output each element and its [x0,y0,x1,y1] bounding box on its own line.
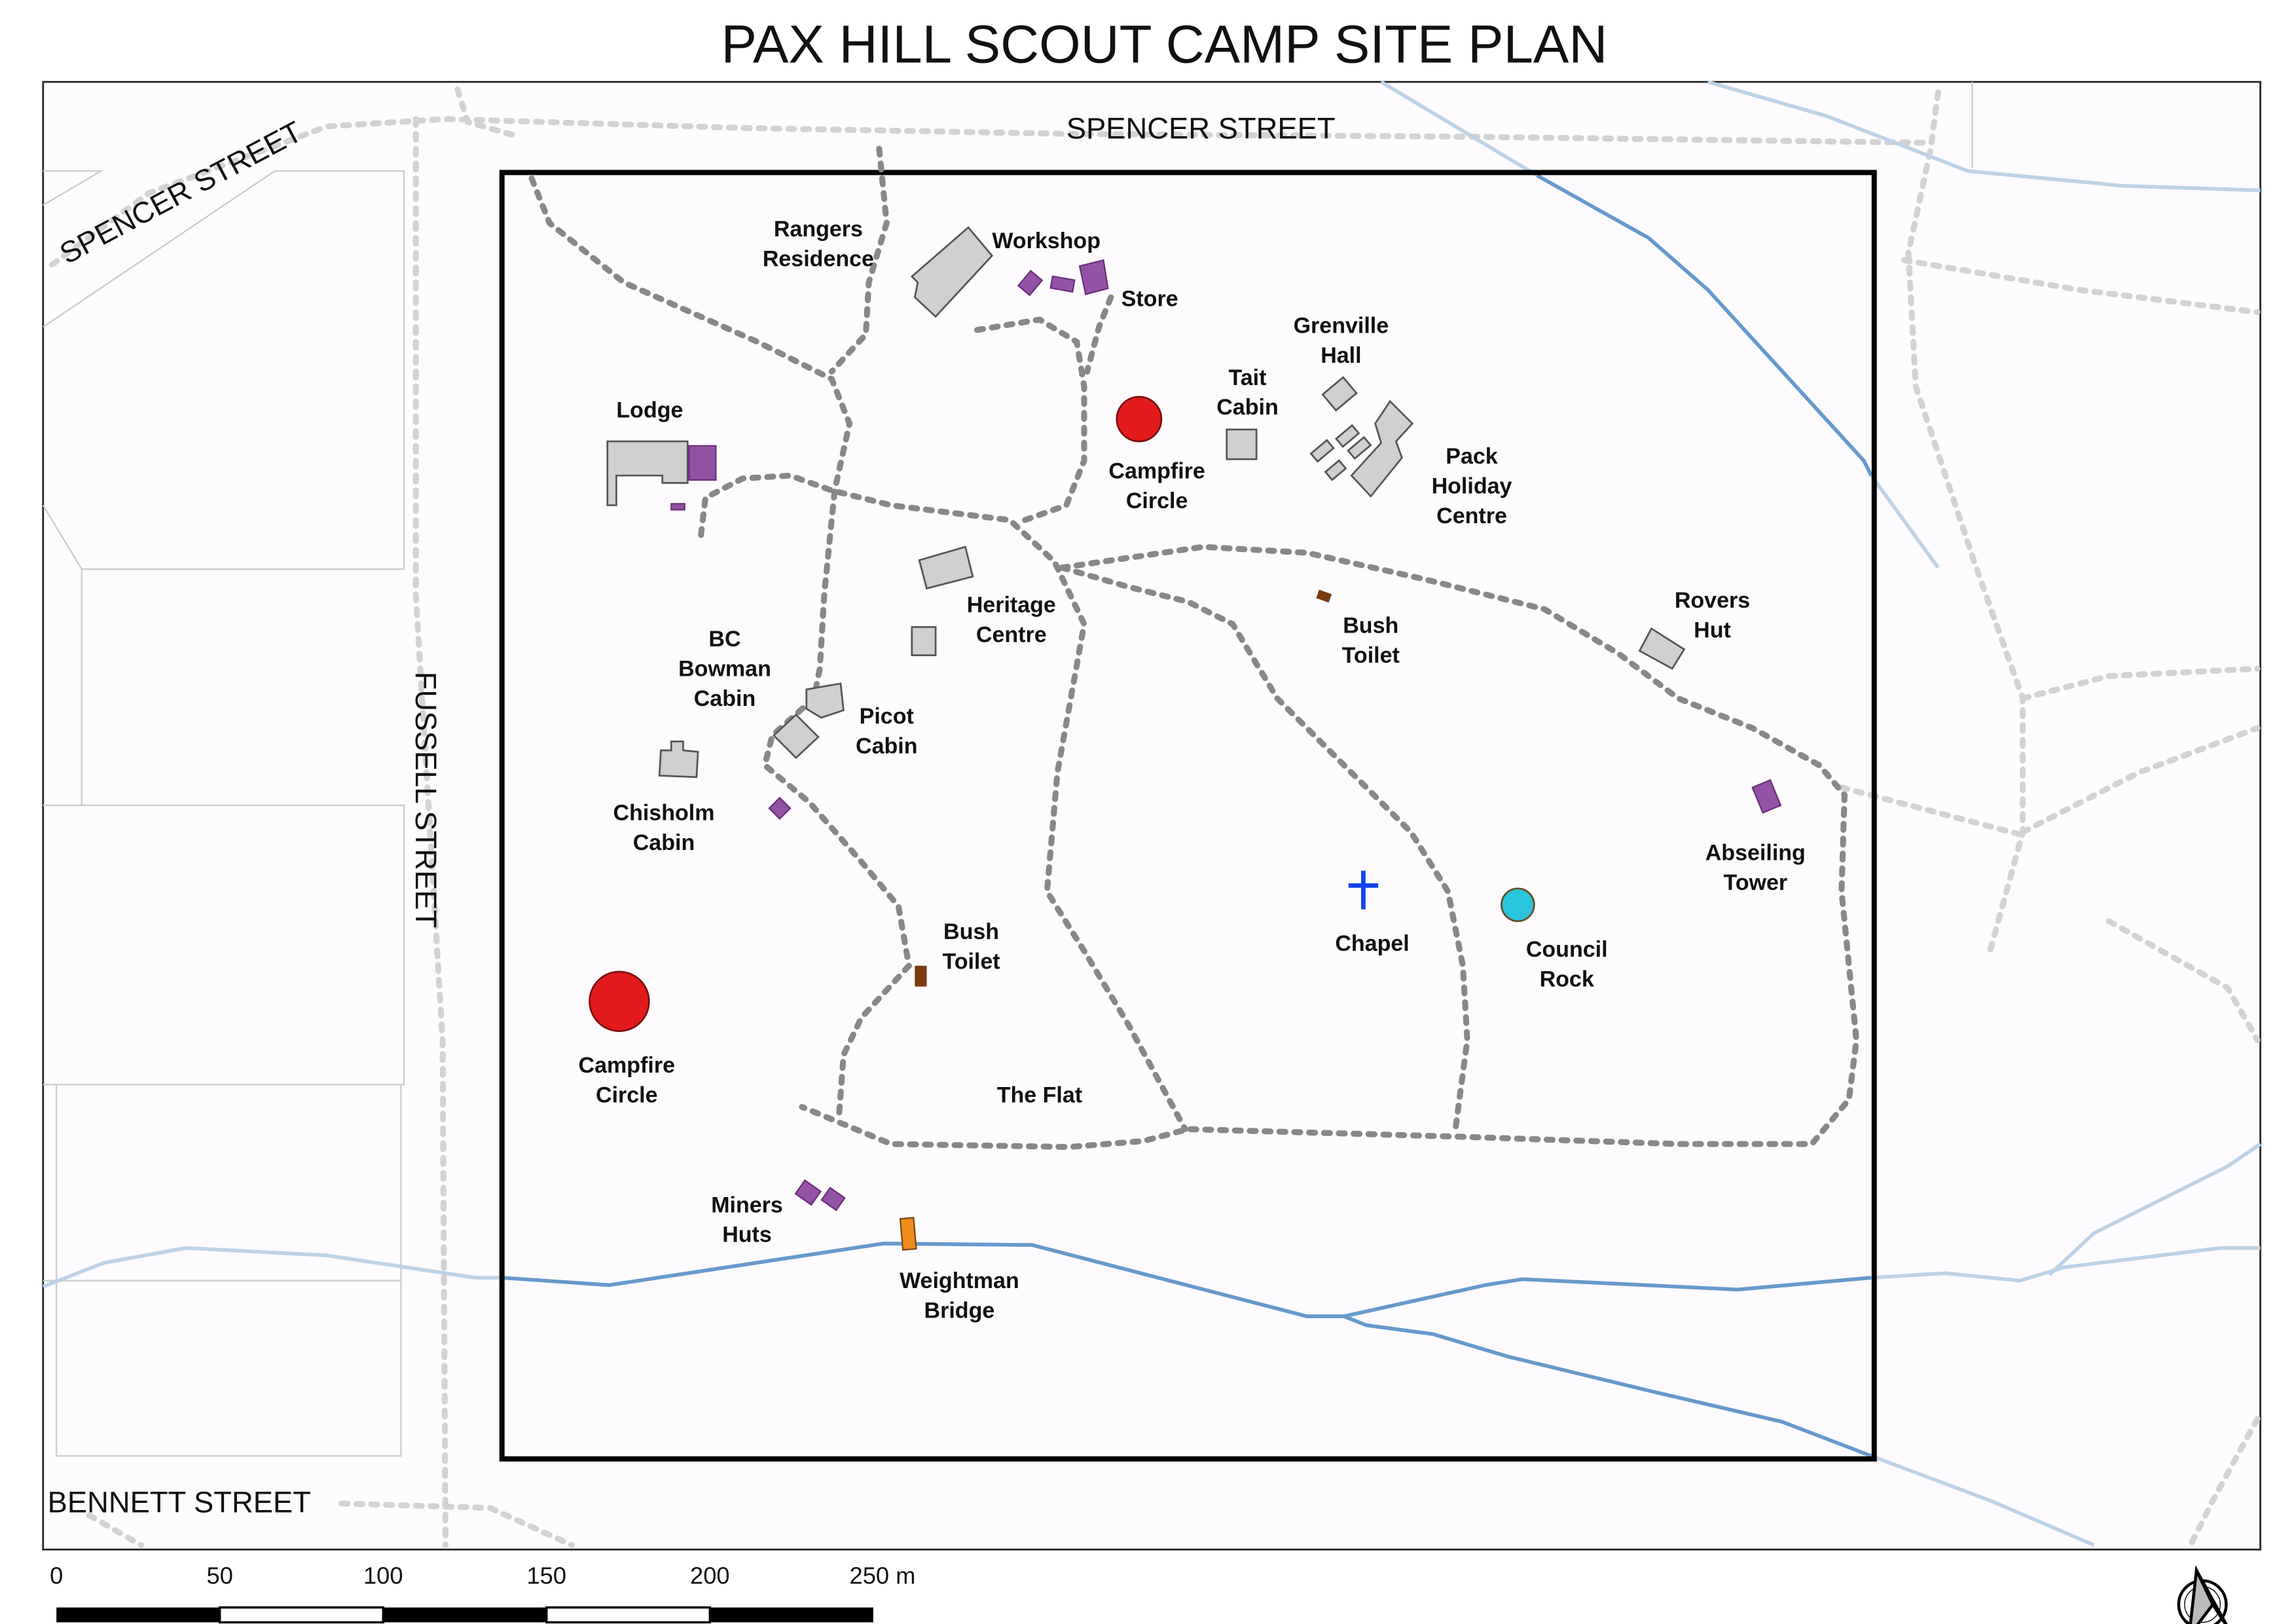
facilities [589,396,1535,1251]
campfire-icon [589,970,650,1032]
scale-tick-label: 50 [207,1562,233,1589]
camp-boundary [499,170,1877,1462]
rovers-hut-building [1638,627,1686,670]
chapel-cross-icon [1348,870,1379,910]
place-label: Chapel [1335,931,1409,956]
place-label: Tait Cabin [1216,365,1279,420]
rangers-residence-building [910,226,994,318]
place-label: Pack Holiday Centre [1432,444,1512,528]
picot-cabin-building [772,713,820,760]
miners-hut [794,1179,822,1206]
place-label: Weightman Bridge [900,1268,1019,1323]
heritage-centre-building [918,545,974,590]
street-label: BENNETT STREET [48,1486,311,1519]
campfire-icon [1116,396,1163,443]
toilet-icon [915,965,927,987]
place-labels: Rangers Residence Workshop Store Grenvill… [579,217,1806,1323]
external-tracks [48,86,2261,1549]
place-label: Workshop [992,229,1101,253]
pack-holiday-centre-building [1347,435,1372,460]
toilet-icon [1316,589,1332,603]
scale-tick-label: 100 [363,1562,403,1589]
pack-holiday-centre-building [1309,439,1335,463]
place-label: Heritage Centre [967,593,1056,647]
workshop-shed [1049,275,1076,293]
place-label: Miners Huts [711,1192,783,1247]
workshop-shed [1017,269,1044,297]
place-label: Abseiling Tower [1705,841,1806,895]
bc-bowman-cabin-building [805,682,845,719]
place-label: Council Rock [1526,937,1608,991]
place-label: BC Bowman Cabin [678,627,771,711]
bridge-icon [899,1217,917,1251]
chisholm-cabin-building [658,740,699,779]
street-label: FUSSELL STREET [409,672,443,929]
map-title: PAX HILL SCOUT CAMP SITE PLAN [721,15,1608,75]
place-label: Campfire Circle [579,1053,675,1107]
walking-tracks [528,145,1860,1151]
place-label: Bush Toilet [1342,614,1400,668]
lot-boundaries [42,82,1973,1457]
chisholm-shed [768,796,792,820]
place-label: Rangers Residence [763,217,874,271]
pack-holiday-centre-building [1324,459,1347,481]
place-label: The Flat [997,1082,1082,1107]
place-label: Chisholm Cabin [613,800,715,855]
abseiling-tower-icon [1751,779,1782,814]
place-label: Picot Cabin [856,704,918,758]
council-rock-icon [1501,887,1535,923]
grenville-hall-building [1321,376,1358,412]
place-label: Campfire Circle [1108,459,1205,513]
lodge-annex [688,445,717,481]
heritage-centre-annex [911,626,937,657]
map-frame [42,81,2261,1551]
street-label: SPENCER STREET [1066,111,1336,145]
north-arrow-icon [2177,1564,2228,1624]
lodge-shed [670,503,685,511]
buildings [606,226,1782,1211]
store-shed [1078,259,1109,295]
scale-tick-label: 150 [527,1562,567,1589]
place-label: Store [1121,287,1178,312]
place-label: Rovers Hut [1675,588,1750,642]
place-label: Grenville Hall [1294,313,1389,367]
tait-cabin-building [1226,428,1258,460]
scale-tick-label: 200 [690,1562,730,1589]
pack-holiday-centre-building [1335,424,1360,449]
place-label: Bush Toilet [942,919,1000,974]
place-label: Lodge [616,398,683,423]
pack-holiday-centre-building [1350,399,1414,498]
lodge-building [606,440,689,506]
scale-tick-label: 250 m [850,1562,916,1589]
scale-bar: 0 50 100 150 200 250 m [50,1562,916,1624]
miners-hut [820,1187,846,1211]
scale-tick-label: 0 [50,1562,63,1589]
creeks [42,80,2262,1547]
